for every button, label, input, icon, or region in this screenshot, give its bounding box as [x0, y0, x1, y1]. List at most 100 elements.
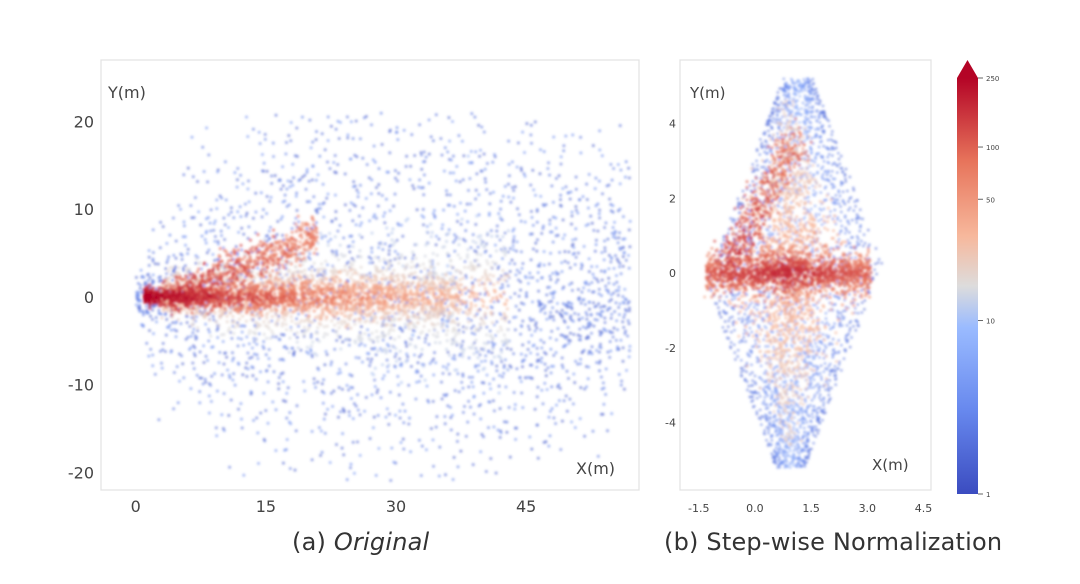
- density-point: [476, 369, 480, 373]
- density-point: [346, 337, 349, 341]
- density-point: [611, 226, 615, 229]
- density-point: [334, 302, 338, 306]
- density-point: [232, 216, 236, 219]
- density-point: [456, 213, 459, 216]
- density-point: [524, 354, 528, 357]
- density-point: [608, 356, 611, 359]
- density-point: [261, 267, 265, 271]
- density-point: [398, 349, 402, 353]
- density-point: [514, 304, 518, 308]
- density-point: [612, 326, 616, 330]
- density-point: [267, 357, 271, 360]
- density-point: [598, 148, 602, 152]
- density-point: [304, 314, 308, 317]
- density-point: [397, 294, 401, 298]
- density-point: [479, 238, 483, 242]
- density-point: [142, 313, 145, 317]
- density-point: [204, 322, 207, 326]
- density-point: [595, 349, 598, 352]
- density-point: [375, 186, 378, 189]
- density-point: [147, 272, 150, 276]
- density-point: [271, 400, 275, 404]
- density-point: [419, 270, 423, 273]
- density-point: [569, 314, 573, 318]
- density-point: [229, 398, 233, 402]
- density-point: [536, 264, 540, 268]
- density-point: [475, 265, 479, 269]
- density-point: [404, 326, 407, 329]
- density-point: [353, 402, 356, 406]
- density-point: [603, 226, 606, 229]
- density-point: [353, 322, 357, 326]
- density-point: [503, 319, 507, 323]
- density-point: [208, 318, 211, 322]
- density-point: [535, 249, 539, 253]
- density-point: [409, 265, 413, 269]
- density-point: [331, 252, 335, 256]
- density-point: [401, 234, 405, 238]
- density-point: [376, 414, 380, 417]
- density-point: [478, 353, 482, 357]
- density-point: [490, 229, 493, 232]
- density-point: [218, 351, 222, 354]
- density-point: [148, 329, 151, 332]
- density-point: [191, 331, 195, 335]
- density-point: [348, 289, 352, 293]
- density-point: [589, 214, 592, 218]
- density-point: [460, 292, 464, 296]
- density-point: [514, 185, 517, 188]
- density-point: [560, 356, 564, 360]
- density-point: [206, 312, 210, 316]
- density-point: [182, 173, 186, 176]
- density-point: [343, 264, 347, 268]
- density-point: [600, 387, 604, 391]
- density-point: [216, 240, 220, 243]
- density-point: [290, 319, 294, 323]
- density-point: [473, 249, 477, 253]
- density-point: [305, 168, 309, 171]
- density-point: [483, 314, 487, 318]
- density-point: [375, 300, 380, 304]
- density-point: [504, 338, 508, 341]
- density-point: [340, 319, 343, 323]
- density-point: [373, 275, 377, 279]
- density-point: [288, 279, 292, 283]
- density-point: [272, 370, 276, 374]
- density-point: [265, 284, 269, 288]
- density-point: [458, 290, 462, 294]
- density-point: [476, 292, 479, 296]
- density-point: [517, 141, 520, 145]
- density-point: [268, 274, 272, 278]
- density-point: [512, 189, 515, 192]
- density-point: [419, 151, 423, 154]
- density-point: [330, 319, 334, 323]
- density-point: [280, 324, 284, 328]
- density-point: [368, 261, 372, 265]
- density-point: [525, 122, 529, 125]
- density-point: [495, 369, 499, 373]
- density-point: [406, 281, 410, 285]
- density-point: [294, 322, 298, 326]
- density-point: [535, 210, 539, 213]
- density-point: [344, 203, 347, 207]
- density-point: [319, 317, 323, 321]
- density-point: [342, 453, 346, 457]
- density-point: [584, 224, 588, 227]
- density-point: [461, 340, 465, 343]
- density-point: [466, 266, 470, 269]
- density-point: [264, 324, 268, 328]
- density-point: [294, 308, 298, 312]
- density-point: [301, 175, 304, 179]
- density-point: [309, 146, 313, 150]
- density-point: [310, 217, 314, 221]
- density-point: [443, 169, 446, 173]
- density-point: [407, 273, 411, 277]
- density-point: [531, 169, 535, 172]
- density-point: [231, 351, 234, 355]
- density-point: [467, 356, 471, 360]
- density-point: [294, 222, 298, 226]
- density-point: [376, 388, 380, 392]
- density-point: [326, 263, 329, 267]
- density-point: [353, 472, 356, 475]
- density-point: [477, 193, 481, 196]
